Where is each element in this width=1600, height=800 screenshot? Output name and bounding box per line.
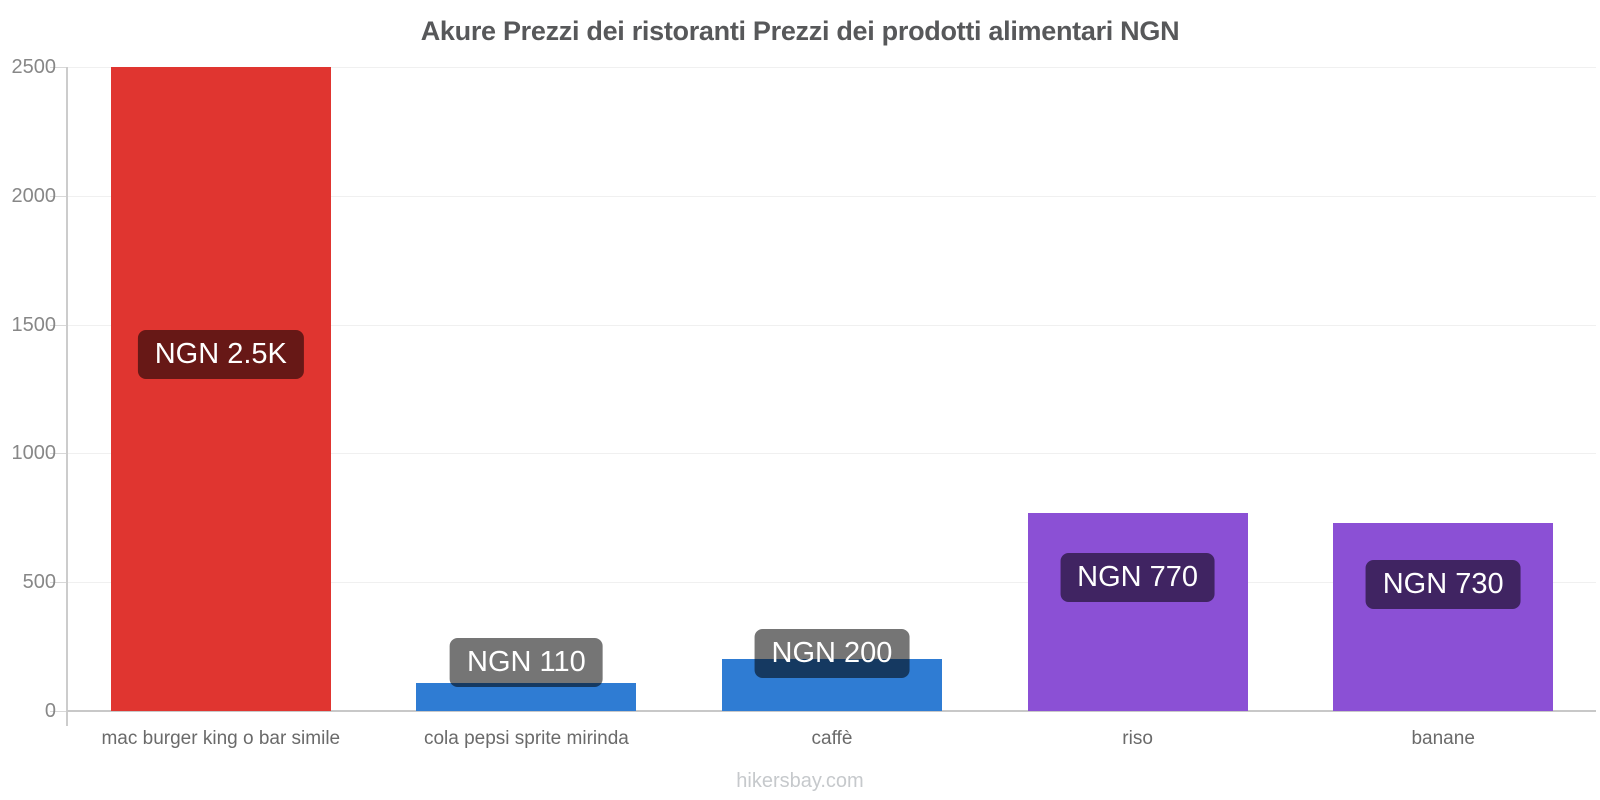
y-axis-label-500: 500 <box>22 571 56 594</box>
x-axis-label-2: cola pepsi sprite mirinda <box>423 728 629 749</box>
y-axis-tick-2500 <box>50 67 67 68</box>
gridline-500 <box>68 582 1596 584</box>
y-axis-tick-0 <box>50 711 67 712</box>
y-axis-tick-500 <box>50 582 67 584</box>
gridline-1000 <box>68 453 1596 455</box>
y-axis-tick-2000 <box>50 195 67 197</box>
gridline-2500 <box>68 67 1596 68</box>
x-axis-label-1: mac burger king o bar simile <box>101 728 341 749</box>
value-badge-1: NGN 2.5K <box>137 330 304 379</box>
value-badge-2: NGN 110 <box>450 638 603 687</box>
value-badge-3: NGN 200 <box>754 629 910 678</box>
y-axis-line <box>66 67 68 726</box>
chart-title: Akure Prezzi dei ristoranti Prezzi dei p… <box>420 16 1180 46</box>
gridline-1500 <box>68 324 1596 326</box>
x-axis-label-4: riso <box>1122 728 1153 749</box>
y-axis-label-2000: 2000 <box>11 184 57 207</box>
y-axis-tick-1500 <box>50 324 67 326</box>
y-axis-label-1500: 1500 <box>11 313 57 336</box>
y-axis-label-2500: 2500 <box>11 56 57 78</box>
watermark-hikersbay: hikersbay.com <box>736 770 864 792</box>
value-badge-5: NGN 730 <box>1365 560 1521 609</box>
y-axis-label-0: 0 <box>44 700 56 722</box>
gridline-2000 <box>68 195 1596 197</box>
y-axis-label-1000: 1000 <box>11 442 57 465</box>
bar-mac-burger-king-o-bar-simile[interactable] <box>110 67 331 711</box>
x-axis-label-5: banane <box>1411 728 1475 749</box>
bar-riso[interactable] <box>1027 512 1248 711</box>
value-badge-4: NGN 770 <box>1060 553 1216 602</box>
x-axis-label-3: caffè <box>811 728 853 749</box>
y-axis-tick-1000 <box>50 453 67 455</box>
bar-banane[interactable] <box>1333 522 1554 711</box>
bar-cola-pepsi-sprite-mirinda[interactable] <box>416 682 637 711</box>
x-axis-line <box>67 710 1596 712</box>
